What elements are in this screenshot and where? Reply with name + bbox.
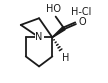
Polygon shape <box>52 27 65 38</box>
Text: N: N <box>35 32 43 42</box>
Text: H-Cl: H-Cl <box>71 7 92 17</box>
Text: O: O <box>79 17 87 27</box>
Text: H: H <box>62 53 70 63</box>
Text: HO: HO <box>46 4 61 14</box>
